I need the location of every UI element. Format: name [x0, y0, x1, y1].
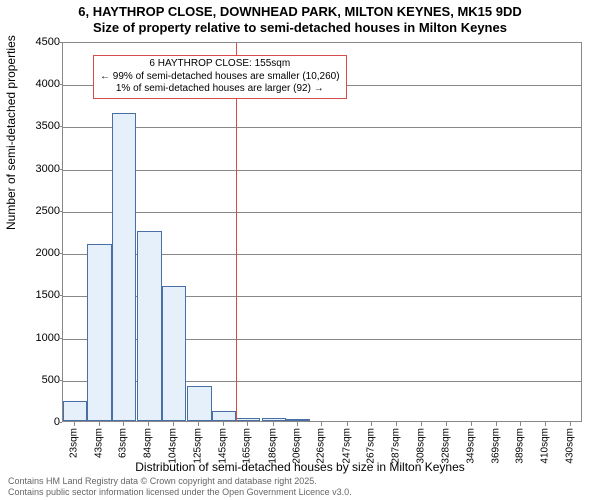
x-tick-label: 125sqm	[193, 428, 204, 464]
y-tick-label: 4500	[20, 36, 60, 48]
title-line-2: Size of property relative to semi-detach…	[0, 20, 600, 36]
y-tick-label: 4000	[20, 78, 60, 90]
x-tick-label: 430sqm	[564, 428, 575, 464]
histogram-bar	[236, 418, 260, 421]
x-tick-label: 226sqm	[316, 428, 327, 464]
x-tick-label: 247sqm	[341, 428, 352, 464]
footer-line-2: Contains public sector information licen…	[8, 487, 352, 498]
histogram-bar	[286, 419, 310, 421]
x-tick-label: 43sqm	[93, 428, 104, 458]
y-axis-label: Number of semi-detached properties	[4, 35, 18, 230]
x-tick-label: 389sqm	[514, 428, 525, 464]
y-tick-label: 2500	[20, 205, 60, 217]
footer-attribution: Contains HM Land Registry data © Crown c…	[8, 476, 352, 498]
histogram-bar	[187, 386, 211, 421]
x-tick-label: 186sqm	[267, 428, 278, 464]
x-tick-label: 410sqm	[540, 428, 551, 464]
histogram-bar	[87, 244, 111, 421]
histogram-bar	[112, 113, 136, 421]
y-tick-label: 1500	[20, 289, 60, 301]
reference-line	[236, 43, 237, 421]
x-tick-label: 328sqm	[440, 428, 451, 464]
annotation-line-2: ← 99% of semi-detached houses are smalle…	[100, 71, 340, 84]
x-tick-label: 84sqm	[143, 428, 154, 458]
x-tick-label: 104sqm	[167, 428, 178, 464]
y-tick-label: 500	[20, 374, 60, 386]
x-tick-label: 287sqm	[390, 428, 401, 464]
x-tick-label: 308sqm	[416, 428, 427, 464]
x-tick-label: 206sqm	[292, 428, 303, 464]
y-tick-label: 3500	[20, 120, 60, 132]
histogram-bar	[262, 418, 286, 421]
x-tick-label: 165sqm	[242, 428, 253, 464]
y-tick-label: 1000	[20, 332, 60, 344]
footer-line-1: Contains HM Land Registry data © Crown c…	[8, 476, 352, 487]
x-tick-label: 369sqm	[490, 428, 501, 464]
x-tick-label: 349sqm	[466, 428, 477, 464]
x-tick-label: 23sqm	[69, 428, 80, 458]
annotation-line-1: 6 HAYTHROP CLOSE: 155sqm	[100, 58, 340, 71]
title-line-1: 6, HAYTHROP CLOSE, DOWNHEAD PARK, MILTON…	[0, 4, 600, 20]
marker-annotation: 6 HAYTHROP CLOSE: 155sqm← 99% of semi-de…	[93, 55, 347, 99]
histogram-bar	[137, 231, 161, 421]
annotation-line-3: 1% of semi-detached houses are larger (9…	[100, 83, 340, 96]
histogram-bar	[162, 286, 186, 421]
histogram-bar	[212, 411, 236, 421]
x-tick-label: 267sqm	[366, 428, 377, 464]
histogram-bar	[63, 401, 87, 421]
histogram-plot: 6 HAYTHROP CLOSE: 155sqm← 99% of semi-de…	[62, 42, 582, 422]
y-tick-label: 2000	[20, 247, 60, 259]
x-tick-label: 145sqm	[217, 428, 228, 464]
x-tick-label: 63sqm	[117, 428, 128, 458]
chart-title: 6, HAYTHROP CLOSE, DOWNHEAD PARK, MILTON…	[0, 0, 600, 35]
y-tick-label: 3000	[20, 163, 60, 175]
y-tick-label: 0	[20, 416, 60, 428]
